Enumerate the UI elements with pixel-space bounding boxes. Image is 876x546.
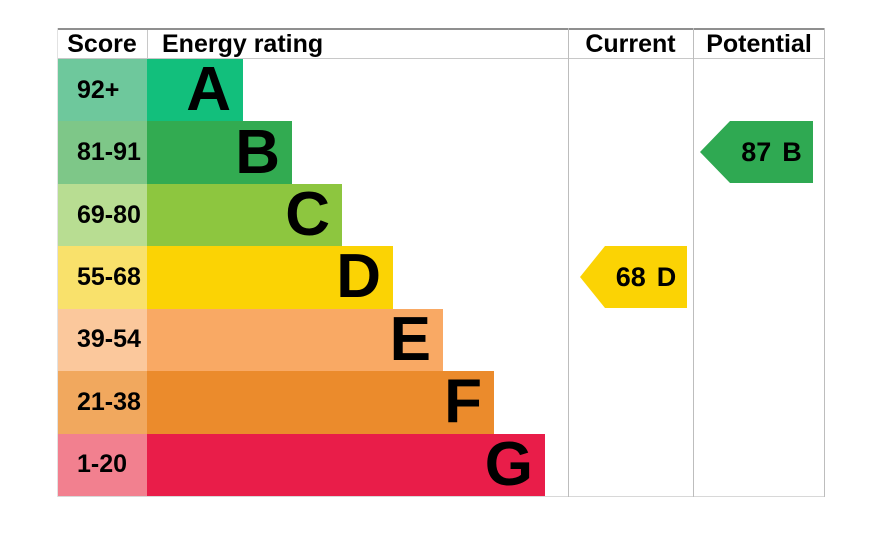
score-cell: 55-68 [57,246,147,309]
score-cell: 69-80 [57,183,147,247]
header-score: Score [67,30,137,58]
table-right-border [824,28,825,497]
score-cell: 92+ [57,59,147,122]
rating-bar: G [147,429,545,499]
header-divider [57,58,825,59]
band-row-a: 92+ A [57,55,825,125]
current-arrow: 68 D [580,246,687,308]
rating-bar: E [147,304,443,374]
potential-letter: B [782,136,802,167]
current-letter: D [656,261,677,292]
score-header-divider [147,30,148,58]
rating-bar: A [147,55,243,125]
current-column-divider [568,28,569,497]
rating-letter: D [336,242,381,312]
score-cell: 1-20 [57,433,147,496]
rating-bar: D [147,242,393,312]
table-top-border [57,28,825,30]
rating-letter: F [444,367,482,437]
band-row-g: 1-20 G [57,429,825,499]
score-cell: 81-91 [57,121,147,184]
rating-letter: C [285,180,330,250]
epc-rating-table: Score Energy rating Current Potential 92… [57,28,825,497]
band-row-e: 39-54 E [57,304,825,374]
table-left-border [57,28,58,497]
band-row-b: 81-91 B [57,117,825,187]
header-energy-rating: Energy rating [162,30,324,58]
score-cell: 21-38 [57,371,147,434]
table-bottom-border [57,496,825,497]
header-current: Current [585,30,676,58]
table-header-row: Score Energy rating Current Potential [57,30,825,59]
rating-bar: F [147,367,494,437]
rating-letter: A [186,55,231,125]
rating-letter: E [389,304,431,374]
potential-column-divider [693,28,694,497]
score-cell: 39-54 [57,308,147,372]
current-score: 68 [615,261,646,292]
band-row-d: 55-68 D [57,242,825,312]
band-row-f: 21-38 F [57,367,825,437]
rating-letter: B [235,117,280,187]
rating-bar: C [147,180,342,250]
rating-bar: B [147,117,292,187]
header-potential: Potential [706,30,812,58]
band-row-c: 69-80 C [57,180,825,250]
band-rows: 92+ A 81-91 B 69-80 C 55-68 D 39-54 E 21… [57,59,825,496]
rating-letter: G [484,429,533,499]
potential-score: 87 [741,136,772,167]
